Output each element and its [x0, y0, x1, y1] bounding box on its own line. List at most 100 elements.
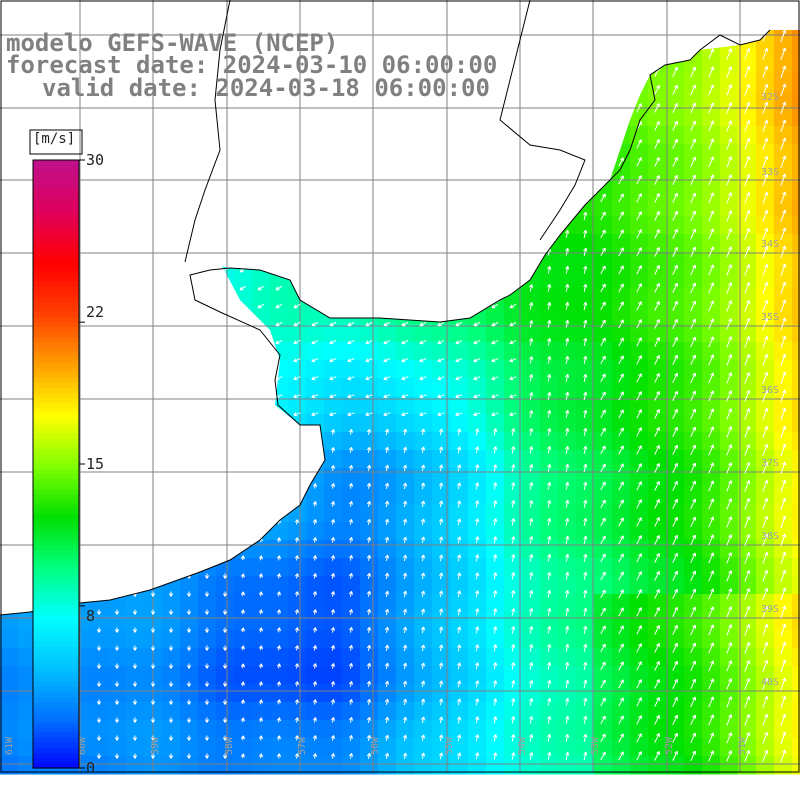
wind-speed-cell [486, 684, 505, 703]
wind-speed-cell [684, 576, 703, 595]
wind-speed-cell [486, 612, 505, 631]
wind-speed-cell [450, 594, 469, 613]
wind-speed-cell [792, 756, 800, 775]
wind-speed-cell [666, 648, 685, 667]
wind-speed-cell [612, 612, 631, 631]
wind-arrow [672, 300, 678, 311]
wind-arrow [654, 103, 660, 113]
wind-speed-cell [720, 288, 739, 307]
wind-speed-cell [522, 504, 541, 523]
wind-arrow [618, 265, 624, 275]
colorbar-segment [33, 692, 79, 698]
wind-speed-cell [576, 504, 595, 523]
wind-arrow [762, 317, 769, 330]
wind-arrow [565, 301, 570, 310]
wind-arrow [726, 336, 733, 348]
wind-speed-cell [612, 234, 631, 253]
wind-speed-cell [288, 738, 307, 757]
wind-speed-cell [540, 432, 559, 451]
wind-speed-cell [738, 486, 757, 505]
colorbar-segment [33, 717, 79, 723]
colorbar-segment [33, 453, 79, 460]
wind-speed-cell [540, 576, 559, 595]
wind-speed-cell [540, 612, 559, 631]
wind-speed-cell [378, 666, 397, 685]
wind-arrow [690, 282, 697, 294]
wind-speed-cell [324, 396, 343, 415]
wind-speed-cell [342, 414, 361, 433]
wind-speed-cell [486, 396, 505, 415]
colorbar-segment [33, 575, 79, 582]
wind-speed-cell [468, 630, 487, 649]
wind-speed-cell [774, 594, 793, 613]
wind-speed-cell [396, 576, 415, 595]
wind-speed-cell [738, 576, 757, 595]
wind-speed-cell [702, 432, 721, 451]
colorbar-segment [33, 545, 79, 551]
colorbar-segment [33, 666, 79, 673]
wind-speed-cell [432, 594, 451, 613]
wind-speed-cell [342, 360, 361, 379]
latitude-label: 39S [761, 604, 779, 615]
colorbar-tick-label: 0 [86, 759, 96, 777]
wind-speed-cell [486, 450, 505, 469]
wind-speed-cell [540, 558, 559, 577]
wind-speed-cell [792, 450, 800, 469]
wind-speed-cell [0, 612, 19, 631]
wind-speed-cell [414, 378, 433, 397]
wind-speed-cell [90, 702, 109, 721]
wind-speed-cell [234, 558, 253, 577]
wind-speed-cell [450, 360, 469, 379]
wind-speed-cell [324, 486, 343, 505]
wind-speed-cell [288, 522, 307, 541]
wind-speed-cell [396, 630, 415, 649]
colorbar-segment [33, 474, 79, 480]
wind-speed-cell [396, 504, 415, 523]
colorbar-segment [33, 676, 79, 683]
wind-speed-cell [774, 522, 793, 541]
wind-speed-cell [252, 684, 271, 703]
wind-speed-cell [756, 702, 775, 721]
wind-speed-cell [738, 450, 757, 469]
wind-speed-cell [486, 558, 505, 577]
wind-arrow [708, 84, 715, 96]
wind-arrow [529, 302, 534, 310]
wind-speed-cell [702, 216, 721, 235]
wind-speed-cell [396, 648, 415, 667]
colorbar-segment [33, 580, 79, 587]
colorbar-segment [33, 438, 79, 445]
wind-speed-cell [684, 144, 703, 163]
wind-speed-cell [738, 396, 757, 415]
wind-speed-cell [180, 666, 199, 685]
wind-speed-cell [720, 558, 739, 577]
wind-arrow [780, 137, 787, 151]
wind-arrow [708, 300, 715, 312]
colorbar-segment [33, 241, 79, 247]
wind-speed-cell [432, 414, 451, 433]
wind-speed-cell [396, 756, 415, 775]
wind-speed-cell [540, 504, 559, 523]
wind-speed-cell [252, 702, 271, 721]
wind-speed-cell [522, 450, 541, 469]
wind-speed-cell [576, 414, 595, 433]
wind-speed-cell [306, 612, 325, 631]
wind-speed-cell [270, 648, 289, 667]
wind-speed-cell [468, 378, 487, 397]
wind-speed-cell [180, 612, 199, 631]
wind-speed-cell [648, 360, 667, 379]
wind-speed-cell [324, 648, 343, 667]
wind-speed-cell [540, 306, 559, 325]
wind-speed-cell [450, 720, 469, 739]
wind-speed-cell [252, 612, 271, 631]
wind-speed-cell [666, 126, 685, 145]
wind-speed-cell [738, 504, 757, 523]
wind-speed-cell [792, 378, 800, 397]
colorbar-segment [33, 286, 79, 293]
colorbar-segment [33, 605, 79, 612]
wind-speed-cell [792, 252, 800, 271]
wind-speed-cell [486, 306, 505, 325]
wind-speed-cell [126, 630, 145, 649]
wind-speed-cell [666, 576, 685, 595]
wind-arrow [600, 193, 606, 203]
valid-date: valid date: 2024-03-18 06:00:00 [42, 74, 490, 102]
